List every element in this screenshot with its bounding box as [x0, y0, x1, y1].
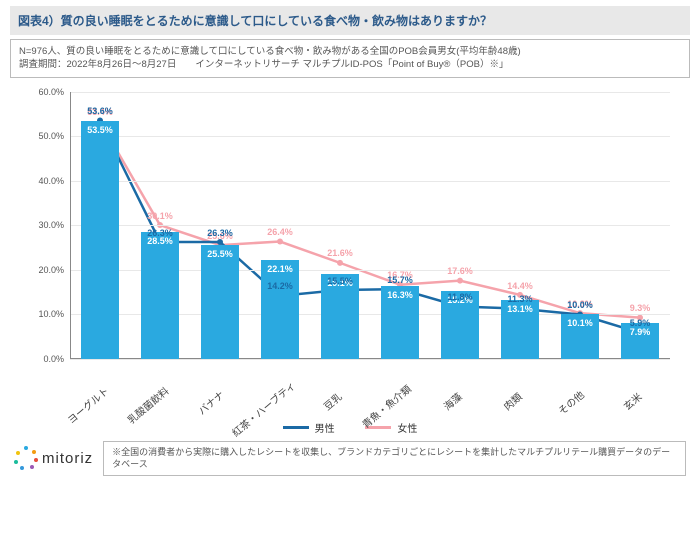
- x-tick-label: 海藻: [440, 388, 465, 412]
- male-value-label: 14.2%: [267, 281, 293, 291]
- gridline: [70, 136, 670, 137]
- y-axis: 0.0%10.0%20.0%30.0%40.0%50.0%60.0%: [20, 92, 70, 359]
- male-value-label: 15.5%: [327, 276, 353, 286]
- bar: 19.1%: [321, 274, 358, 359]
- bar: 53.5%: [81, 121, 118, 359]
- female-value-label: 17.6%: [447, 266, 473, 276]
- bar-value-label: 10.1%: [561, 318, 598, 328]
- bar: 22.1%: [261, 260, 298, 358]
- x-tick-label: 豆乳: [320, 388, 345, 412]
- survey-line-2: 調査期間：2022年8月26日～8月27日 インターネットリサーチ マルチプルI…: [19, 58, 681, 71]
- y-tick-label: 30.0%: [38, 220, 64, 230]
- gridline: [70, 92, 670, 93]
- bar-value-label: 7.9%: [621, 327, 658, 337]
- female-line: [100, 121, 640, 317]
- male-value-label: 53.6%: [87, 106, 113, 116]
- male-value-label: 26.3%: [207, 228, 233, 238]
- female-marker: [457, 277, 463, 283]
- y-tick-label: 10.0%: [38, 309, 64, 319]
- survey-info: N=976人、質の良い睡眠をとるために意識して口にしている食べ物・飲み物がある全…: [10, 39, 690, 78]
- legend-male: 男性: [283, 420, 335, 435]
- y-tick-label: 20.0%: [38, 265, 64, 275]
- x-tick-label: 肉類: [500, 388, 525, 412]
- legend-male-swatch: [283, 426, 309, 429]
- female-marker: [337, 259, 343, 265]
- y-tick-label: 0.0%: [43, 354, 64, 364]
- male-value-label: 11.8%: [447, 292, 472, 302]
- bar-value-label: 22.1%: [261, 264, 298, 274]
- chart-area: 0.0% 10.0% 20.0% 30.0% 40.0% 50.0% 60.0% 53.5%…: [20, 84, 680, 414]
- gridline: [70, 181, 670, 182]
- female-value-label: 9.3%: [630, 303, 651, 313]
- plot-area: 53.5%28.5%25.5%22.1%19.1%16.3%15.2%13.1%…: [70, 92, 670, 359]
- bar-value-label: 13.1%: [501, 304, 538, 314]
- bar: 10.1%: [561, 314, 598, 359]
- bar: 13.1%: [501, 300, 538, 358]
- x-tick-label: 玄米: [620, 388, 645, 412]
- logo-icon: [14, 446, 38, 470]
- logo-text: mitoriz: [42, 450, 93, 467]
- footer: mitoriz ※全国の消費者から実際に購入したレシートを収集し、ブランドカテゴ…: [10, 441, 690, 476]
- male-value-label: 15.7%: [387, 275, 413, 285]
- gridline: [70, 225, 670, 226]
- bar: 16.3%: [381, 286, 418, 359]
- chart-title: 図表4）質の良い睡眠をとるために意識して口にしている食べ物・飲み物はありますか？: [10, 6, 690, 35]
- male-value-label: 11.3%: [507, 294, 532, 304]
- female-value-label: 14.4%: [507, 281, 533, 291]
- x-axis: ヨーグルト乳酸菌飲料バナナ紅茶・ハーブティ豆乳青魚・魚介類海藻肉類その他玄米: [70, 359, 670, 414]
- legend-female-label: 女性: [397, 420, 417, 435]
- legend: 男性 女性: [10, 420, 690, 435]
- survey-line-1: N=976人、質の良い睡眠をとるために意識して口にしている食べ物・飲み物がある全…: [19, 45, 681, 58]
- x-tick-label: バナナ: [194, 386, 227, 417]
- female-value-label: 21.6%: [327, 248, 353, 258]
- female-value-label: 30.1%: [147, 211, 173, 221]
- female-marker: [277, 238, 283, 244]
- female-value-label: 26.4%: [267, 227, 293, 237]
- legend-male-label: 男性: [315, 420, 335, 435]
- male-value-label: 5.9%: [630, 318, 651, 328]
- footnote: ※全国の消費者から実際に購入したレシートを収集し、ブランドカテゴリごとにレシート…: [103, 441, 686, 476]
- male-value-label: 26.3%: [147, 228, 173, 238]
- bar-value-label: 25.5%: [201, 249, 238, 259]
- male-value-label: 10.0%: [567, 300, 593, 310]
- y-tick-label: 40.0%: [38, 176, 64, 186]
- x-tick-label: その他: [554, 386, 587, 417]
- y-tick-label: 60.0%: [38, 87, 64, 97]
- bar-value-label: 53.5%: [81, 125, 118, 135]
- bar-value-label: 16.3%: [381, 290, 418, 300]
- y-tick-label: 50.0%: [38, 131, 64, 141]
- bar: 25.5%: [201, 245, 238, 358]
- male-line: [100, 120, 640, 332]
- logo: mitoriz: [14, 446, 93, 470]
- bar: 28.5%: [141, 232, 178, 359]
- bar: 7.9%: [621, 323, 658, 358]
